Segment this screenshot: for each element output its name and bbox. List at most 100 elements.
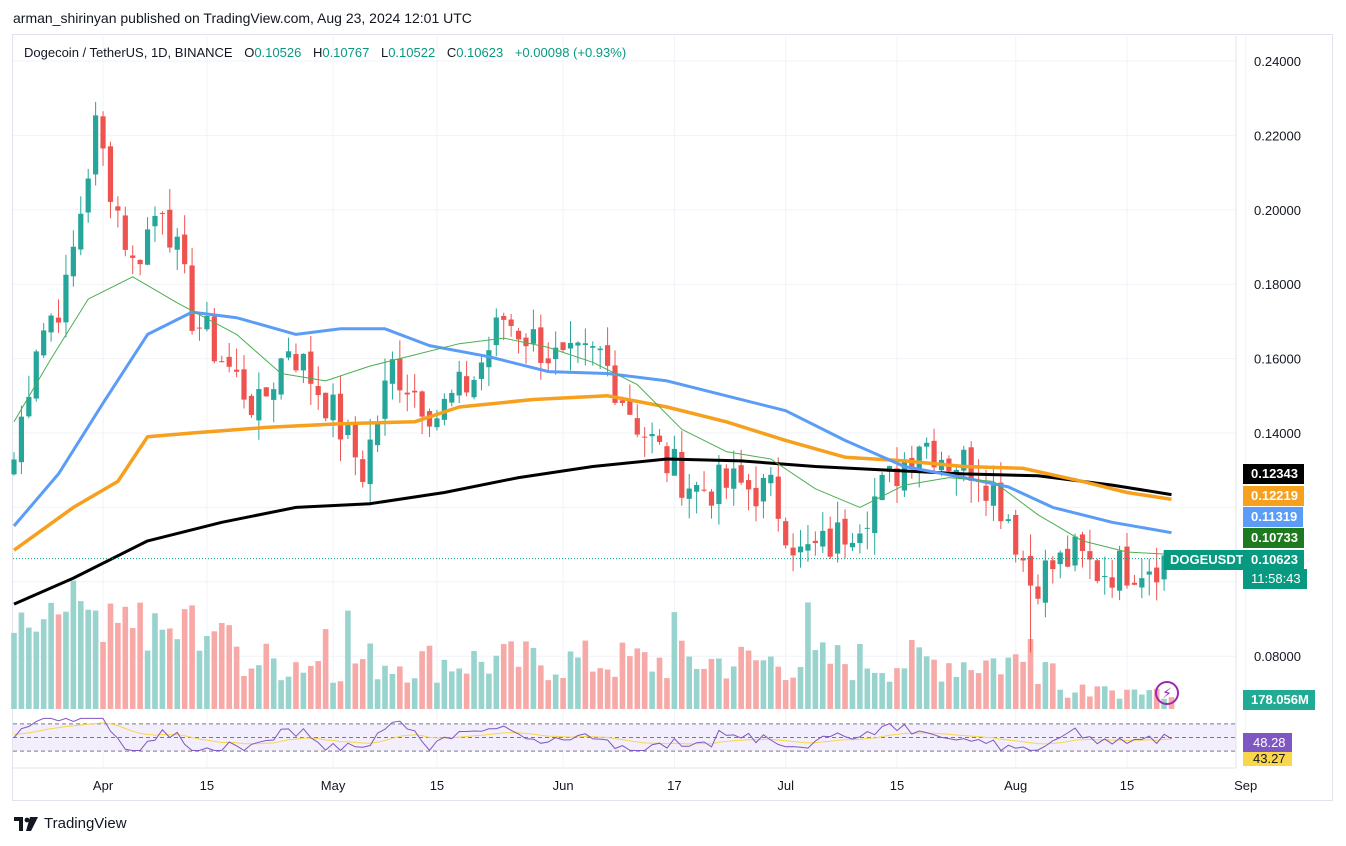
volume-bar	[983, 660, 989, 709]
candle-body	[107, 146, 114, 202]
candle-body	[115, 206, 121, 211]
volume-bar	[701, 668, 707, 709]
tradingview-brand[interactable]: TradingView	[14, 815, 127, 832]
candle-body	[716, 464, 722, 505]
candle-body	[456, 371, 462, 396]
volume-bar	[886, 681, 893, 709]
price-tick-label: 0.08000	[1254, 649, 1301, 664]
volume-bar	[738, 646, 744, 709]
volume-bar	[1116, 698, 1123, 709]
volume-bar	[1079, 684, 1086, 709]
candle-body	[515, 330, 522, 340]
volume-bar	[664, 678, 670, 709]
volume-bar	[293, 662, 299, 709]
volume-bar	[1109, 690, 1115, 709]
candle-body	[701, 489, 707, 491]
volume-bar	[500, 644, 507, 709]
candle-body	[182, 234, 188, 265]
volume-bar	[26, 627, 32, 709]
volume-bar	[797, 667, 804, 709]
volume-bar	[40, 619, 47, 709]
volume-bar	[775, 666, 782, 709]
candle-body	[775, 476, 781, 519]
time-tick-label: 17	[667, 778, 681, 793]
volume-bar	[538, 665, 544, 709]
volume-bar	[790, 677, 796, 709]
candle-body	[1027, 555, 1034, 586]
candle-body	[983, 485, 989, 501]
candle-body	[1094, 560, 1100, 581]
volume-bar	[968, 670, 974, 709]
low-value: 0.10522	[388, 45, 436, 60]
candle-body	[901, 459, 907, 491]
time-tick-label: 15	[200, 778, 214, 793]
candles	[11, 101, 1175, 653]
candle-body	[961, 449, 967, 471]
candle-body	[1020, 558, 1026, 561]
candle-body	[234, 369, 240, 372]
candle-body	[426, 411, 433, 427]
symbol-label: DOGEUSDT	[1164, 550, 1250, 570]
tradingview-logo-icon	[14, 816, 38, 831]
volume-bar	[382, 665, 388, 709]
volume-bar	[1042, 662, 1049, 709]
candle-body	[159, 212, 165, 214]
volume-bar	[152, 613, 158, 709]
lightning-icon[interactable]: ⚡	[1155, 681, 1179, 705]
candle-body	[968, 447, 974, 481]
volume-bar	[597, 668, 603, 709]
volume-bar	[322, 629, 329, 709]
candle-body	[857, 533, 863, 544]
candle-body	[434, 418, 440, 428]
candle-body	[189, 265, 195, 331]
candle-body	[48, 315, 54, 333]
volume-bar	[627, 656, 633, 709]
candle-body	[1072, 536, 1078, 566]
volume-bar	[612, 676, 618, 709]
candle-body	[731, 468, 737, 489]
volume-label: 178.056M	[1243, 690, 1315, 710]
volume-bar	[582, 640, 589, 709]
candle-body	[812, 540, 818, 544]
bar-countdown: 11:58:43	[1243, 569, 1307, 589]
candle-body	[560, 342, 566, 351]
candle-body	[1065, 548, 1071, 567]
volume-bar	[233, 646, 240, 709]
candle-body	[78, 213, 84, 250]
volume-bar	[389, 673, 396, 709]
candle-body	[441, 398, 447, 420]
candle-body	[1079, 534, 1086, 552]
volume-bar	[263, 643, 270, 709]
brand-text: TradingView	[44, 815, 127, 832]
volume-bar	[753, 660, 759, 709]
volume-bar	[1057, 689, 1064, 709]
candle-body	[486, 350, 492, 368]
candle-body	[1102, 575, 1108, 577]
candle-body	[634, 418, 640, 435]
candle-body	[196, 327, 203, 329]
candle-body	[293, 354, 299, 371]
candle-body	[753, 487, 759, 507]
volume-bar	[397, 666, 403, 709]
volume-bar	[426, 645, 433, 709]
volume-bar	[167, 628, 173, 709]
volume-bar	[834, 645, 841, 709]
candle-body	[397, 358, 403, 391]
ma20-price-label: 0.10733	[1243, 528, 1304, 548]
candle-body	[1042, 560, 1048, 603]
volume-bar	[1035, 683, 1041, 709]
close-label: C	[446, 45, 457, 60]
ma50-line	[12, 310, 1172, 535]
chart-frame	[12, 34, 1333, 801]
price-tick-label: 0.14000	[1254, 426, 1301, 441]
candle-body	[1146, 571, 1152, 575]
candle-body	[271, 389, 277, 400]
time-tick-label: 15	[1120, 778, 1134, 793]
candle-body	[708, 491, 715, 506]
candle-body	[582, 343, 588, 345]
volume-bar	[730, 666, 737, 709]
candle-body	[656, 435, 663, 442]
candle-body	[300, 353, 306, 371]
time-tick-label: Jul	[777, 778, 794, 793]
